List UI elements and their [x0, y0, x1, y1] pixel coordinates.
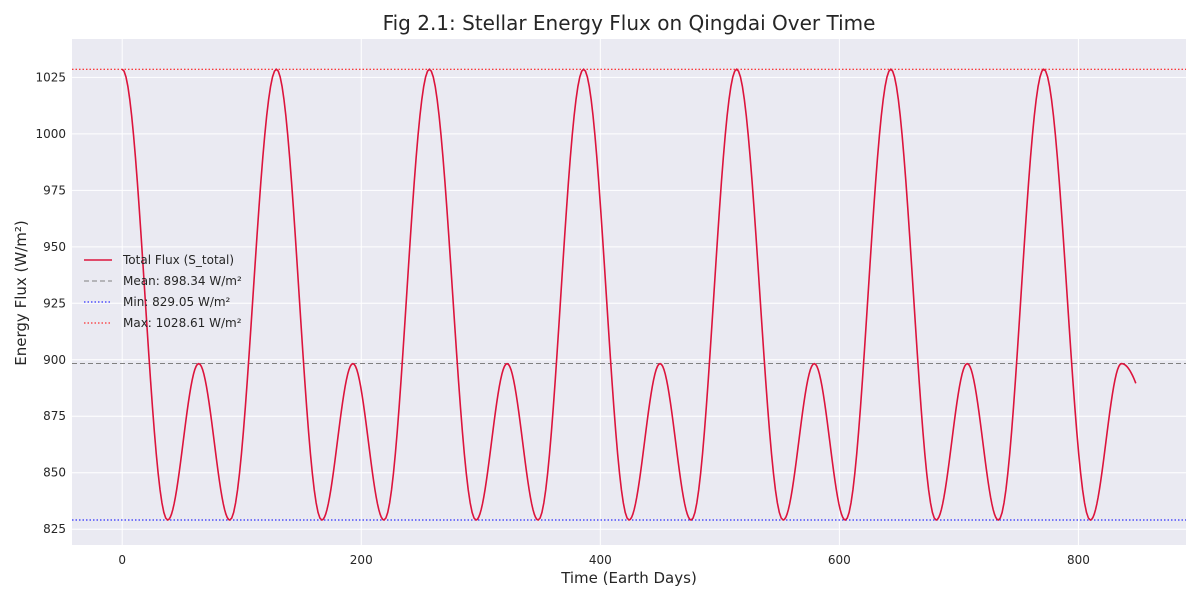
plot-area — [72, 39, 1186, 545]
legend: Total Flux (S_total) Mean: 898.34 W/m² Min… — [84, 253, 242, 330]
y-tick-label: 950 — [43, 240, 66, 254]
legend-label: Mean: 898.34 W/m² — [123, 274, 242, 288]
y-tick-label: 925 — [43, 296, 66, 310]
legend-label: Total Flux (S_total) — [122, 253, 234, 267]
grid — [72, 39, 1186, 545]
y-tick-label: 875 — [43, 409, 66, 423]
series-group — [121, 68, 1137, 522]
x-tick-label: 200 — [350, 553, 373, 567]
y-tick-labels: 825 850 875 900 925 950 975 1000 1025 — [35, 70, 66, 536]
y-tick-label: 850 — [43, 466, 66, 480]
x-tick-label: 800 — [1067, 553, 1090, 567]
legend-label: Min: 829.05 W/m² — [123, 295, 231, 309]
x-tick-label: 600 — [828, 553, 851, 567]
y-tick-label: 1025 — [35, 70, 66, 84]
y-axis-label: Energy Flux (W/m²) — [12, 220, 30, 365]
y-tick-label: 975 — [43, 183, 66, 197]
series-line — [121, 68, 1137, 522]
chart-title: Fig 2.1: Stellar Energy Flux on Qingdai … — [383, 11, 876, 35]
legend-label: Max: 1028.61 W/m² — [123, 316, 242, 330]
y-tick-label: 900 — [43, 353, 66, 367]
y-tick-label: 825 — [43, 522, 66, 536]
x-tick-label: 0 — [118, 553, 126, 567]
x-tick-labels: 0 200 400 600 800 — [118, 553, 1089, 567]
x-tick-label: 400 — [589, 553, 612, 567]
y-tick-label: 1000 — [35, 127, 66, 141]
x-axis-label: Time (Earth Days) — [560, 569, 697, 587]
